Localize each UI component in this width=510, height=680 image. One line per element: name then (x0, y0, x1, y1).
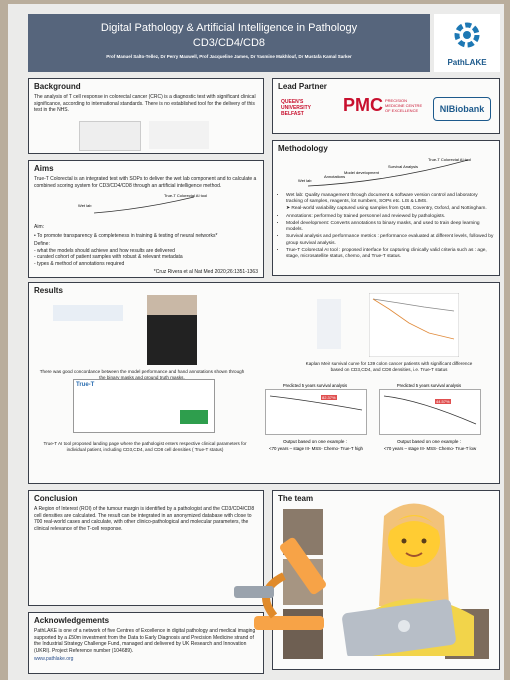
heading: Conclusion (34, 494, 78, 503)
heading: Results (34, 286, 63, 295)
output-label: Output based on one example : (396, 439, 462, 444)
bullet: Survival analysis and performance metric… (286, 234, 494, 246)
define-item: - types & method of annotations required (34, 260, 125, 267)
bullet: Wet lab: Quality management through docu… (286, 193, 494, 205)
results-section: Results There was good concordance betwe… (28, 282, 500, 484)
text: A Region of Interest (ROI) of the tumour… (34, 506, 255, 532)
emoji-face (388, 515, 440, 567)
diagram-label: Model development (344, 170, 380, 175)
nib-logo: NIBiobank (433, 97, 491, 121)
heading: Lead Partner (278, 82, 327, 91)
bullet: Annotations: performed by trained person… (286, 214, 494, 220)
survival-plot (265, 389, 367, 435)
plot-title: Predicted 5 years survival analysis (282, 383, 348, 388)
caption: There was good concordance between the m… (39, 369, 245, 380)
emoji-microscope (279, 537, 327, 595)
tool-name: True-T (76, 382, 95, 388)
km-plot (369, 293, 459, 357)
bullet: Model development: Converts annotations … (286, 221, 494, 233)
output-example: <70 years – stage III- MSS- Chemo- True-… (383, 446, 477, 451)
output-label: Output based on one example : (282, 439, 348, 444)
caption: Kaplan Meir survival curve for 139 colon… (305, 361, 473, 372)
aim-label: Aim: (34, 224, 44, 230)
caption: True-T AI tool proposed landing page whe… (43, 441, 247, 452)
pmc-logo: PMC (343, 95, 383, 115)
define-label: Define: (34, 241, 50, 247)
define-item: - curated cohort of patient samples with… (34, 254, 183, 260)
diagram-label: True-T Colorectal AI tool (164, 193, 207, 198)
bullet: True-T Colorectal AI tool : proposed int… (286, 248, 494, 260)
heading: Background (34, 82, 81, 91)
heading: Methodology (278, 144, 328, 153)
lead-partner-section: Lead Partner QUEEN'S UNIVERSITY BELFAST … (272, 78, 500, 134)
logo-box: PathLAKE (434, 14, 500, 72)
logo-text: PathLAKE (447, 58, 487, 67)
url: www.pathlake.org (34, 656, 74, 662)
output-example: <70 years – stage III- MSS- Chemo- True-… (269, 446, 363, 451)
pmc-full: PRECISION MEDICINE CENTRE OF EXCELLENCE (385, 98, 423, 113)
qub-logo: QUEEN'S UNIVERSITY BELFAST (281, 99, 311, 117)
aims-diagram: Wet lab True-T Colorectal AI tool (78, 193, 207, 214)
diagram-label: Annotations (324, 174, 345, 179)
aims-section: Aims True-T Colorectal is an integrated … (28, 160, 264, 278)
reference: *Cruz Rivera et al Nat Med 2020;26:1351-… (153, 269, 258, 275)
intro: True-T Colorectal is an integrated test … (34, 176, 257, 189)
methodology-section: Methodology Wet lab Annotations Model de… (272, 140, 500, 276)
logo-icon (454, 22, 480, 48)
aim: • To promote transparency & completeness… (34, 232, 218, 239)
poster: Digital Pathology & Artificial Intellige… (8, 4, 504, 680)
method-list: Wet lab: Quality management through docu… (278, 193, 494, 260)
method-diagram: Wet lab Annotations Model development Su… (298, 157, 471, 187)
background-section: Background The analysis of T cell respon… (28, 78, 264, 154)
plot-title: Predicted 5 years survival analysis (396, 383, 462, 388)
title: Digital Pathology & Artificial Intellige… (100, 22, 358, 34)
figure (149, 121, 209, 149)
mask-images (147, 295, 197, 315)
bullet: ➤ Real-world variability captured using … (286, 206, 487, 212)
heading: Acknowledgements (34, 616, 110, 625)
diagram-label: Wet lab (298, 178, 312, 183)
heading: The team (278, 494, 314, 503)
subtitle: CD3/CD4/CD8 (192, 37, 266, 49)
annotation-icons (53, 305, 123, 321)
plot-value: 44.57% (435, 399, 451, 404)
heading: Aims (34, 164, 54, 173)
acknowledgements-section: Acknowledgements PathLAKE is one of a ne… (28, 612, 264, 674)
plot-value: 82.37% (321, 395, 337, 400)
text: PathLAKE is one of a network of five Cen… (34, 628, 256, 654)
survival-plot (379, 389, 481, 435)
header: Digital Pathology & Artificial Intellige… (28, 14, 430, 72)
diagram-label: Wet lab (78, 203, 92, 208)
group-icons (317, 299, 341, 349)
tool-screenshot: True-T (73, 379, 215, 433)
figure (79, 121, 141, 151)
define-item: - what the models should achieve and how… (34, 247, 175, 254)
tool-button (180, 410, 208, 424)
text: The analysis of T cell response in color… (34, 94, 256, 113)
diagram-label: True-T Colorectal AI tool (428, 157, 471, 162)
conclusion-section: Conclusion A Region of Interest (ROI) of… (28, 490, 264, 606)
authors: Prof Manuel Salto-Tellez, Dr Perry Maxwe… (106, 54, 352, 59)
emoji-overlay (234, 503, 474, 656)
diagram-label: Survival Analysis (388, 164, 418, 169)
